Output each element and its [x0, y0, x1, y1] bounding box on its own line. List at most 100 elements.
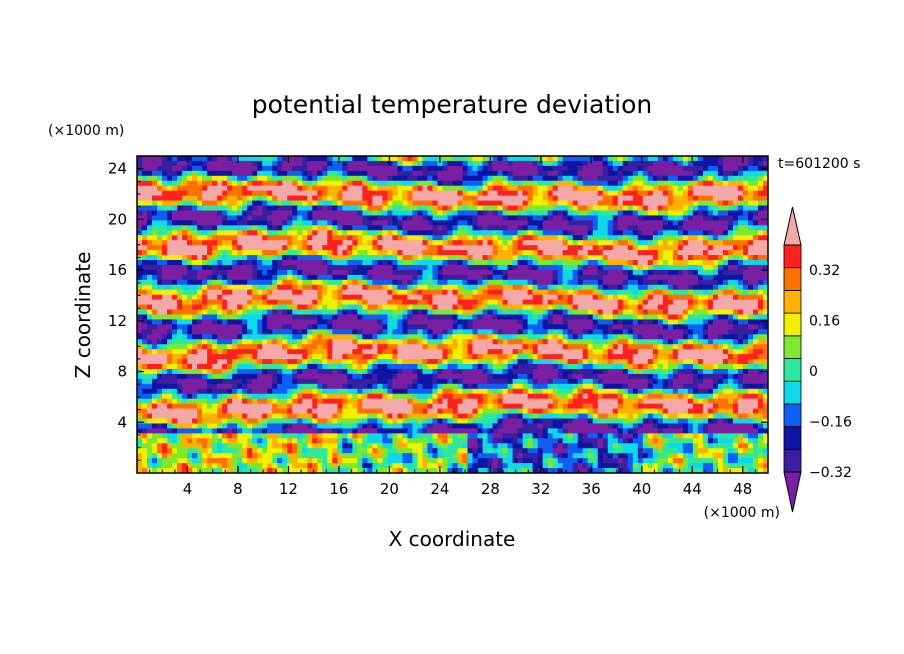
heatmap-cell [492, 349, 499, 355]
heatmap-cell [497, 185, 504, 192]
heatmap-cell [467, 344, 474, 350]
heatmap-cell [232, 245, 238, 251]
heatmap-cell [437, 304, 444, 311]
heatmap-cell [337, 165, 343, 172]
heatmap-cell [557, 205, 564, 212]
heatmap-cell [352, 309, 358, 316]
heatmap-cell [187, 344, 193, 350]
heatmap-cell [292, 165, 298, 172]
heatmap-cell [567, 245, 574, 251]
heatmap-cell [577, 230, 584, 236]
heatmap-cell [632, 195, 639, 202]
heatmap-cell [167, 349, 173, 355]
heatmap-cell [562, 274, 569, 281]
heatmap-cell [612, 294, 619, 301]
heatmap-cell [757, 205, 764, 212]
heatmap-cell [552, 156, 559, 162]
heatmap-cell [507, 255, 514, 261]
heatmap-cell [292, 156, 298, 162]
heatmap-cell [342, 225, 348, 231]
heatmap-cell [422, 230, 429, 236]
heatmap-cell [312, 230, 318, 236]
heatmap-cell [277, 195, 283, 202]
heatmap-cell [657, 160, 664, 167]
heatmap-cell [362, 185, 368, 192]
heatmap-cell [392, 235, 399, 241]
heatmap-cell [497, 329, 504, 335]
heatmap-cell [532, 314, 539, 321]
heatmap-cell [297, 289, 303, 296]
heatmap-cell [347, 220, 353, 226]
heatmap-cell [292, 245, 298, 251]
heatmap-cell [147, 304, 153, 311]
heatmap-cell [327, 195, 333, 202]
heatmap-cell [402, 284, 409, 291]
heatmap-cell [202, 220, 208, 226]
heatmap-cell [727, 250, 734, 256]
heatmap-cell [352, 205, 358, 212]
heatmap-cell [652, 235, 659, 241]
heatmap-cell [517, 319, 524, 325]
heatmap-cell [437, 210, 444, 217]
heatmap-cell [302, 210, 308, 217]
heatmap-cell [182, 289, 188, 296]
heatmap-cell [577, 324, 584, 330]
heatmap-cell [242, 274, 248, 281]
heatmap-cell [312, 156, 318, 162]
heatmap-cell [322, 235, 328, 241]
heatmap-cell [647, 260, 654, 266]
heatmap-cell [387, 304, 394, 311]
heatmap-cell [312, 180, 318, 187]
heatmap-cell [302, 200, 308, 207]
heatmap-cell [367, 175, 373, 182]
heatmap-cell [632, 215, 639, 221]
heatmap-cell [307, 205, 313, 212]
heatmap-cell [657, 309, 664, 316]
heatmap-cell [747, 334, 754, 340]
heatmap-cell [372, 304, 378, 311]
heatmap-cell [402, 274, 409, 281]
heatmap-cell [292, 205, 298, 212]
heatmap-cell [682, 175, 689, 182]
heatmap-cell [192, 205, 198, 212]
heatmap-cell [297, 210, 303, 217]
heatmap-cell [327, 304, 333, 311]
heatmap-cell [602, 215, 609, 221]
heatmap-cell [677, 240, 684, 246]
heatmap-cell [532, 156, 539, 162]
heatmap-cell [327, 215, 333, 221]
heatmap-cell [272, 205, 278, 212]
heatmap-cell [327, 260, 333, 266]
heatmap-cell [512, 319, 519, 325]
heatmap-cell [547, 284, 554, 291]
heatmap-cell [757, 235, 764, 241]
heatmap-cell [597, 165, 604, 172]
heatmap-cell [442, 339, 449, 345]
heatmap-cell [292, 329, 298, 335]
heatmap-cell [587, 269, 594, 276]
heatmap-cell [442, 255, 449, 261]
heatmap-cell [622, 170, 629, 177]
heatmap-cell [142, 235, 148, 241]
heatmap-cell [152, 294, 158, 301]
heatmap-cell [757, 156, 764, 162]
heatmap-cell [157, 260, 163, 266]
heatmap-cell [737, 160, 744, 167]
heatmap-cell [137, 160, 143, 167]
heatmap-cell [347, 289, 353, 296]
heatmap-cell [337, 274, 343, 281]
heatmap-cell [512, 289, 519, 296]
heatmap-cell [757, 240, 764, 246]
heatmap-cell [197, 299, 203, 306]
heatmap-cell [387, 240, 394, 246]
heatmap-cell [702, 230, 709, 236]
heatmap-cell [272, 324, 278, 330]
heatmap-cell [477, 220, 484, 226]
heatmap-cell [512, 205, 519, 212]
heatmap-cell [292, 319, 298, 325]
heatmap-cell [682, 235, 689, 241]
heatmap-cell [697, 255, 704, 261]
heatmap-cell [762, 205, 768, 212]
heatmap-cell [452, 284, 459, 291]
heatmap-cell [512, 156, 519, 162]
